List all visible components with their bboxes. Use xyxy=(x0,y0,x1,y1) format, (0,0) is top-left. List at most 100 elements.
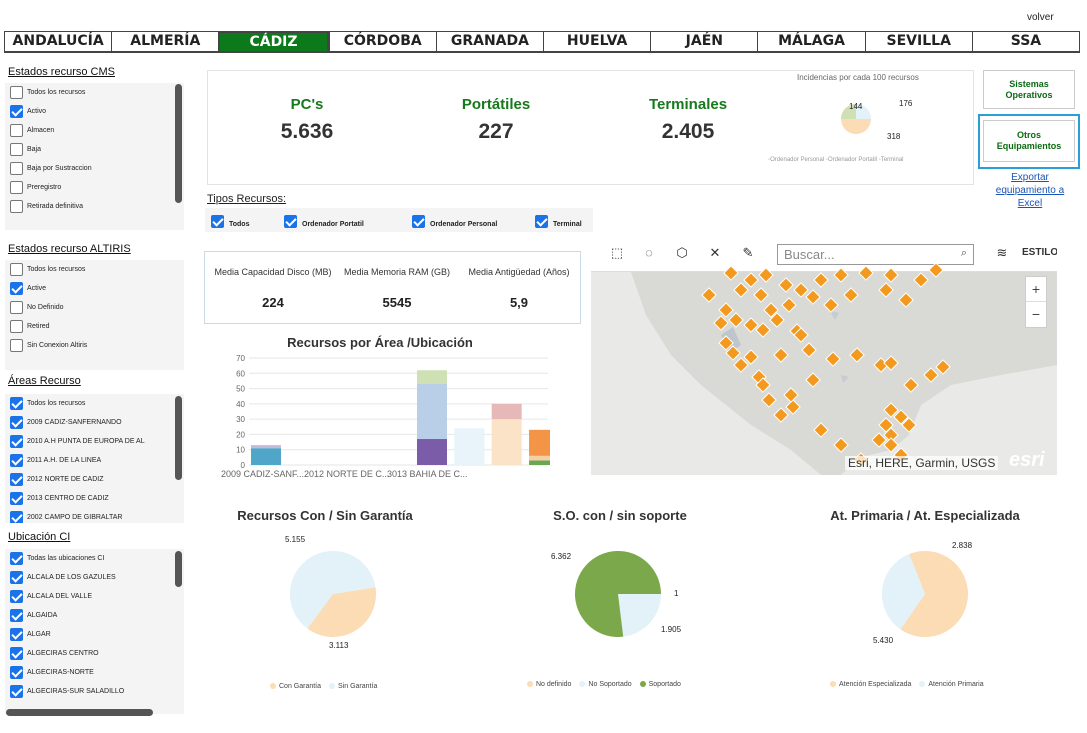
cms-filter-list: Todos los recursos Activo Almacen Baja Baja … xyxy=(5,83,184,230)
altiris-filter-item[interactable]: Todos los recursos xyxy=(5,260,184,279)
checkbox[interactable] xyxy=(412,214,425,228)
map[interactable]: ⬚ ◌ ⬡ ✕ ✎ Buscar... ⌕ ≋ ESTILO Esri, HERE… xyxy=(591,235,1057,475)
altiris-filter-item[interactable]: Retired xyxy=(5,317,184,336)
select-polygon-icon[interactable]: ⬡ xyxy=(676,245,688,260)
incidencias-label-3: 318 xyxy=(887,132,901,141)
tab-málaga[interactable]: MÁLAGA xyxy=(757,31,865,53)
sistemas-operativos-label: Sistemas Operativos xyxy=(1005,78,1053,100)
tipo-todos[interactable]: Todos xyxy=(211,214,249,228)
clear-selection-icon[interactable]: ✕ xyxy=(709,245,721,260)
volver-link[interactable]: volver xyxy=(1027,12,1054,23)
ubicacion-filter-item[interactable]: ALGECIRAS-SUR SALADILLO xyxy=(5,682,184,701)
horizontal-scrollbar[interactable] xyxy=(6,709,153,716)
checkbox[interactable] xyxy=(10,397,23,410)
tab-córdoba[interactable]: CÓRDOBA xyxy=(328,31,436,53)
tipo-terminal[interactable]: Terminal xyxy=(535,214,582,228)
otros-equipamientos-button[interactable]: Otros Equipamientos xyxy=(983,120,1075,162)
checkbox[interactable] xyxy=(10,105,23,118)
areas-filter-item[interactable]: 2011 A.H. DE LA LINEA xyxy=(5,451,184,470)
checkbox[interactable] xyxy=(211,214,224,228)
tab-cádiz[interactable]: CÁDIZ xyxy=(218,31,329,53)
ubicacion-filter-item[interactable]: ALGAIDA xyxy=(5,606,184,625)
checkbox[interactable] xyxy=(535,214,548,228)
areas-filter-item[interactable]: 2009 CADIZ-SANFERNANDO xyxy=(5,413,184,432)
zoom-out-button[interactable]: − xyxy=(1031,306,1041,322)
areas-filter-item[interactable]: Todos los recursos xyxy=(5,394,184,413)
checkbox[interactable] xyxy=(10,416,23,429)
checkbox[interactable] xyxy=(10,590,23,603)
areas-filter-item[interactable]: 2013 CENTRO DE CADIZ xyxy=(5,489,184,508)
areas-filter-list: Todos los recursos 2009 CADIZ-SANFERNANDO… xyxy=(5,394,184,523)
map-marker xyxy=(833,267,849,283)
cms-filter-item[interactable]: Todos los recursos xyxy=(5,83,184,102)
checkbox[interactable] xyxy=(10,86,23,99)
altiris-filter-item[interactable]: Sin Conexion Altiris xyxy=(5,336,184,355)
layers-icon[interactable]: ≋ xyxy=(996,245,1008,260)
tab-huelva[interactable]: HUELVA xyxy=(543,31,651,53)
checkbox[interactable] xyxy=(10,685,23,698)
ubicacion-filter-item[interactable]: ALCALA DEL VALLE xyxy=(5,587,184,606)
tipo-ordenador-personal[interactable]: Ordenador Personal xyxy=(412,214,497,228)
checkbox[interactable] xyxy=(10,552,23,565)
cms-filter-item[interactable]: Activo xyxy=(5,102,184,121)
areas-filter-item[interactable]: 2010 A.H PUNTA DE EUROPA DE AL xyxy=(5,432,184,451)
map-marker xyxy=(773,407,789,423)
cms-scrollbar[interactable] xyxy=(175,84,182,203)
ubicacion-filter-item[interactable]: ALGECIRAS CENTRO xyxy=(5,644,184,663)
estilo-label[interactable]: ESTILO xyxy=(1022,247,1057,258)
edit-icon[interactable]: ✎ xyxy=(742,245,754,260)
tipo-ordenador-portatil[interactable]: Ordenador Portatil xyxy=(284,214,364,228)
tab-sevilla[interactable]: SEVILLA xyxy=(864,31,972,53)
checkbox[interactable] xyxy=(10,492,23,505)
checkbox[interactable] xyxy=(10,282,23,295)
checkbox[interactable] xyxy=(10,181,23,194)
checkbox[interactable] xyxy=(10,473,23,486)
ubicacion-filter-item[interactable]: ALGAR xyxy=(5,625,184,644)
ubicacion-filter-item[interactable]: ALCALA DE LOS GAZULES xyxy=(5,568,184,587)
altiris-filter-item[interactable]: No Definido xyxy=(5,298,184,317)
tab-granada[interactable]: GRANADA xyxy=(435,31,544,53)
ubicacion-scrollbar[interactable] xyxy=(175,551,182,587)
areas-filter-item[interactable]: 2012 NORTE DE CADIZ xyxy=(5,470,184,489)
checkbox[interactable] xyxy=(10,263,23,276)
cms-filter-item[interactable]: Baja por Sustraccion xyxy=(5,159,184,178)
checkbox[interactable] xyxy=(10,339,23,352)
checkbox[interactable] xyxy=(10,143,23,156)
tab-ssa[interactable]: SSA xyxy=(971,31,1081,53)
checkbox[interactable] xyxy=(284,214,297,228)
checkbox[interactable] xyxy=(10,628,23,641)
altiris-filter-item[interactable]: Active xyxy=(5,279,184,298)
checkbox[interactable] xyxy=(10,301,23,314)
zoom-in-button[interactable]: + xyxy=(1026,277,1046,302)
tab-jaén[interactable]: JAÉN xyxy=(650,31,758,53)
cms-filter-item[interactable]: Preregistro xyxy=(5,178,184,197)
map-marker xyxy=(878,417,894,433)
checkbox[interactable] xyxy=(10,200,23,213)
select-circle-icon[interactable]: ◌ xyxy=(645,245,653,260)
exportar-excel-link[interactable]: Exportar equipamiento a Excel xyxy=(995,172,1065,209)
checkbox[interactable] xyxy=(10,609,23,622)
checkbox[interactable] xyxy=(10,124,23,137)
cms-filter-item[interactable]: Almacen xyxy=(5,121,184,140)
areas-scrollbar[interactable] xyxy=(175,396,182,480)
ubicacion-filter-label: ALGECIRAS-SUR SALADILLO xyxy=(27,688,125,695)
select-rectangle-icon[interactable]: ⬚ xyxy=(610,245,624,260)
sistemas-operativos-button[interactable]: Sistemas Operativos xyxy=(983,70,1075,109)
checkbox[interactable] xyxy=(10,435,23,448)
bar-segment xyxy=(417,383,447,440)
tab-andalucía[interactable]: ANDALUCÍA xyxy=(4,31,112,53)
ubicacion-filter-item[interactable]: Todas las ubicaciones CI xyxy=(5,549,184,568)
checkbox[interactable] xyxy=(10,666,23,679)
checkbox[interactable] xyxy=(10,454,23,467)
checkbox[interactable] xyxy=(10,320,23,333)
cms-filter-item[interactable]: Retirada definitiva xyxy=(5,197,184,216)
checkbox[interactable] xyxy=(10,571,23,584)
checkbox[interactable] xyxy=(10,162,23,175)
checkbox[interactable] xyxy=(10,647,23,660)
cms-filter-item[interactable]: Baja xyxy=(5,140,184,159)
map-search-input[interactable]: Buscar... ⌕ xyxy=(777,244,974,265)
ubicacion-filter-item[interactable]: ALGECIRAS-NORTE xyxy=(5,663,184,682)
checkbox[interactable] xyxy=(10,511,23,523)
areas-filter-item[interactable]: 2002 CAMPO DE GIBRALTAR xyxy=(5,508,184,523)
tab-almería[interactable]: ALMERÍA xyxy=(111,31,219,53)
